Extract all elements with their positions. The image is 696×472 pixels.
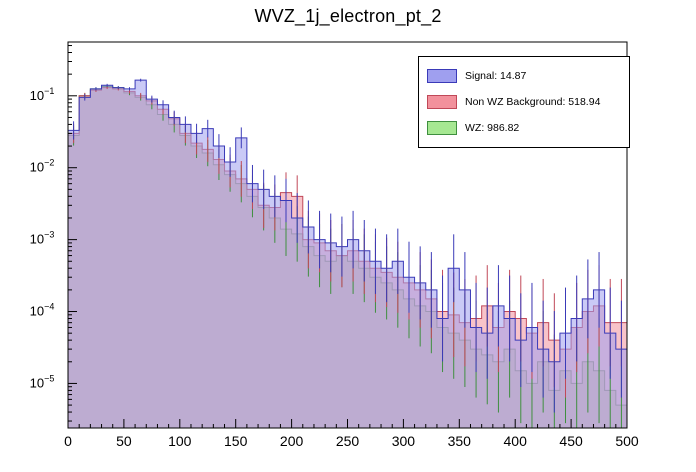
legend-item-signal: Signal: 14.87 — [427, 63, 621, 89]
x-tick-label: 150 — [224, 433, 248, 449]
y-tick-label: 10−1 — [30, 86, 55, 103]
y-tick-label: 10−5 — [30, 373, 55, 390]
x-tick-label: 200 — [280, 433, 304, 449]
nonwz-swatch-icon — [427, 95, 457, 109]
legend-label-wz: WZ: 986.82 — [465, 122, 520, 134]
legend-label-nonwz: Non WZ Background: 518.94 — [465, 96, 601, 108]
x-tick-label: 400 — [504, 433, 528, 449]
y-tick-label: 10−4 — [30, 302, 55, 319]
legend: Signal: 14.87 Non WZ Background: 518.94 … — [418, 56, 630, 148]
signal-swatch-icon — [427, 69, 457, 83]
y-tick-label: 10−3 — [30, 230, 55, 247]
x-tick-label: 250 — [336, 433, 360, 449]
wz-swatch-icon — [427, 121, 457, 135]
errorbars-signal — [73, 78, 622, 413]
legend-item-nonwz: Non WZ Background: 518.94 — [427, 89, 621, 115]
chart-title: WVZ_1j_electron_pt_2 — [254, 6, 442, 26]
y-axis — [68, 45, 77, 422]
y-tick-label: 10−2 — [30, 158, 55, 175]
x-tick-label: 450 — [559, 433, 583, 449]
x-tick-label: 100 — [168, 433, 192, 449]
x-tick-label: 350 — [448, 433, 472, 449]
legend-item-wz: WZ: 986.82 — [427, 115, 621, 141]
legend-label-signal: Signal: 14.87 — [465, 70, 527, 82]
x-tick-label: 300 — [392, 433, 416, 449]
x-tick-label: 50 — [116, 433, 132, 449]
x-tick-label: 500 — [615, 433, 639, 449]
x-tick-label: 0 — [64, 433, 72, 449]
x-axis — [67, 419, 628, 428]
